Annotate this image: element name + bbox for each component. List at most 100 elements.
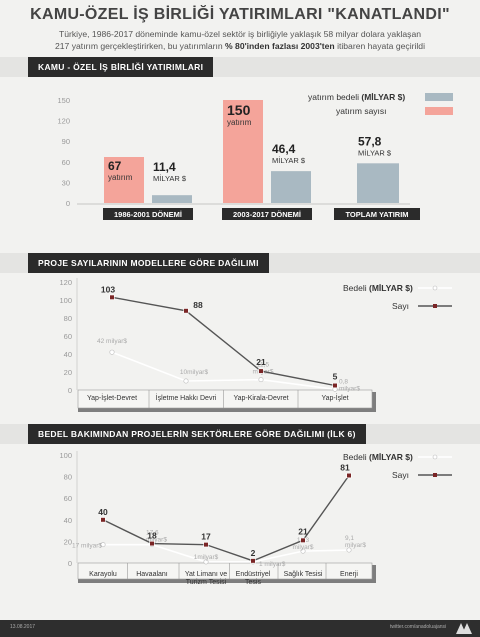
series-point-sayi: [109, 294, 115, 300]
series-point-sayi: [300, 537, 306, 543]
series-label-sayi: 17: [201, 532, 211, 542]
bar-label-bedel: 11,4: [153, 160, 176, 174]
category-label: 1986-2001 DÖNEMİ: [114, 210, 182, 219]
bar-unit-bedel: MİLYAR $: [153, 174, 187, 183]
footer-source: twitter.com/anadoluajansi: [390, 624, 447, 630]
y-tick-label: 120: [57, 117, 70, 126]
bar-unit-sayi: yatırım: [108, 173, 133, 182]
bar-yatirim-sayisi: [223, 100, 263, 203]
series-label-sayi: 2: [251, 548, 256, 558]
bar-unit-sayi: yatırım: [227, 118, 252, 127]
series-label-bedel: 10milyar$: [180, 369, 209, 376]
y-tick-label: 120: [59, 278, 72, 287]
subtitle-line-1: Türkiye, 1986-2017 döneminde kamu-özel s…: [58, 29, 422, 39]
bar-unit-bedel: MİLYAR $: [272, 156, 306, 165]
aa-logo: [456, 623, 472, 634]
series-point-sayi: [258, 368, 264, 374]
legend-bedel-label: yatırım bedeli (MİLYAR $): [308, 92, 405, 102]
series-label-sayi: 18: [147, 531, 157, 541]
legend-sayi-label: Sayı: [392, 470, 409, 480]
series-label-bedel: 42 milyar$: [97, 338, 127, 345]
series-point-sayi: [332, 382, 338, 389]
category-band: [77, 389, 373, 409]
bar-label-sayi: 150: [227, 102, 251, 118]
bar-yatirim-sayisi: [104, 156, 144, 203]
legend-sayi-label: yatırım sayısı: [336, 106, 387, 116]
series-label-bedel: 1 milyar$: [259, 561, 286, 568]
subtitle-line-2a: 217 yatırım gerçekleştirirken, bu yatırı…: [55, 41, 226, 51]
y-tick-label: 90: [62, 137, 70, 146]
series-point-sayi: [183, 308, 189, 314]
legend-sayi-swatch: [425, 107, 453, 115]
series-point-bedel: [346, 547, 352, 553]
bar-unit-bedel: MİLYAR $: [358, 148, 392, 157]
legend-sayi-marker: [433, 304, 437, 308]
series-point-sayi: [346, 472, 352, 479]
y-tick-label: 20: [64, 368, 72, 377]
subtitle-line-2b: % 80'inden fazlası 2003'ten: [225, 41, 335, 51]
y-tick-label: 0: [68, 386, 72, 395]
y-tick-label: 150: [57, 96, 70, 105]
series-point-bedel: [100, 542, 106, 548]
footer-bar: [0, 620, 480, 637]
bar-label-sayi: 67: [108, 159, 122, 173]
series-label-bedel: 9,1 milyar$: [345, 535, 366, 549]
series-label-bedel: 1milyar$: [194, 554, 219, 561]
series-point-sayi: [203, 542, 209, 548]
section-3-title: BEDEL BAKIMINDAN PROJELERİN SEKTÖRLERE G…: [28, 424, 366, 444]
category-label: İşletme Hakkı Devri: [156, 393, 217, 402]
series-point-sayi: [100, 517, 106, 523]
series-label-bedel: 0,8 milyar$: [339, 378, 360, 392]
series-line-sayi: [111, 296, 336, 387]
y-tick-label: 80: [64, 314, 72, 323]
legend-sayi-marker: [433, 473, 437, 477]
series-label-sayi: 21: [256, 357, 266, 367]
y-tick-label: 80: [64, 473, 72, 482]
series-point-sayi: [149, 540, 155, 547]
series-label-sayi: 88: [193, 300, 203, 310]
bar-label-bedel: 57,8: [358, 134, 382, 148]
legend-bedel-label: Bedeli (MİLYAR $): [343, 452, 413, 462]
series-point-bedel: [109, 349, 115, 355]
category-band: [77, 562, 373, 580]
y-tick-label: 60: [64, 494, 72, 503]
y-tick-label: 40: [64, 350, 72, 359]
legend-bedel-marker: [432, 285, 438, 291]
bar-label-bedel: 46,4: [272, 142, 296, 156]
y-tick-label: 100: [59, 296, 72, 305]
legend-sayi-label: Sayı: [392, 301, 409, 311]
y-tick-label: 0: [66, 199, 70, 208]
series-point-bedel: [203, 559, 209, 565]
series-label-sayi: 21: [298, 526, 308, 536]
y-tick-label: 100: [59, 451, 72, 460]
series-line-sayi: [102, 475, 350, 562]
series-label-sayi: 103: [101, 284, 115, 294]
section-2-title: PROJE SAYILARININ MODELLERE GÖRE DAĞILIM…: [28, 253, 269, 273]
legend-bedel-marker: [432, 454, 438, 460]
category-label: Havaalanı: [136, 571, 168, 578]
series-point-bedel: [258, 377, 264, 383]
series-line-bedel: [111, 351, 336, 391]
series-label-sayi: 40: [98, 507, 108, 517]
footer-date: 13.08.2017: [10, 624, 36, 630]
y-tick-label: 30: [62, 178, 70, 187]
category-label: 2003-2017 DÖNEMİ: [233, 210, 301, 219]
category-box: [222, 208, 312, 220]
y-tick-label: 40: [64, 516, 72, 525]
legend-bedel-swatch: [425, 93, 453, 101]
series-point-bedel: [183, 378, 189, 384]
subtitle-line-2c: itibaren hayata geçirildi: [334, 41, 425, 51]
category-label: Yat Limanı ve Turizm Tesisi: [185, 571, 227, 586]
y-tick-label: 20: [64, 537, 72, 546]
section-1-title: KAMU - ÖZEL İŞ BİRLİĞİ YATIRIMLARI: [28, 57, 214, 77]
series-label-bedel: 17,6 milyar$: [146, 530, 167, 544]
category-label: Yap-Kirala-Devret: [233, 395, 288, 402]
y-tick-label: 0: [68, 559, 72, 568]
category-label: Sağlık Tesisi: [284, 571, 323, 578]
series-label-sayi: 5: [333, 372, 338, 382]
category-label: Enerji: [340, 571, 358, 578]
y-tick-label: 60: [62, 158, 70, 167]
series-label-bedel: 17 milyar$: [72, 543, 102, 550]
bar-yatirim-bedeli: [271, 171, 311, 203]
